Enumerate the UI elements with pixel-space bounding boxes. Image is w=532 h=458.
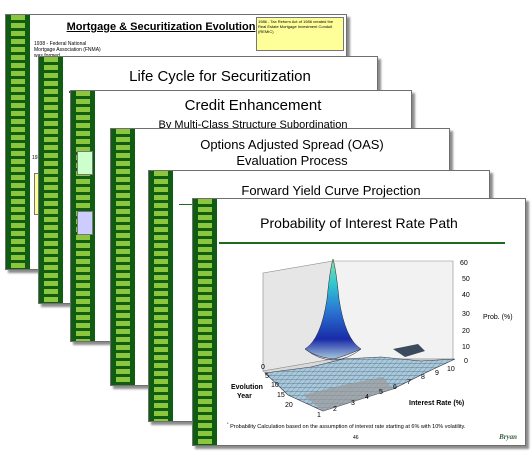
title-rule [219,242,505,244]
footnote-text: Probability Calculation based on the ass… [230,423,466,430]
slide-side-bar [39,57,63,303]
z-tick: 0 [464,358,468,365]
y-tick: 5 [265,373,269,380]
slide-side-bar [149,171,173,421]
x-tick: 3 [351,400,355,407]
z-axis-label: Prob. (%) [483,314,513,321]
x-tick: 6 [393,384,397,391]
y-axis-label-2: Year [237,393,252,400]
page-number: 46 [353,435,359,441]
slide-side-bar [193,199,217,445]
slide-title: Mortgage & Securitization Evolution [66,21,256,33]
y-axis-label-1: Evolution [231,384,263,391]
footnote: * Probability Calculation based on the a… [227,421,465,430]
slide-subtitle: Evaluation Process [236,153,348,168]
z-tick: 40 [462,292,470,299]
x-tick: 7 [407,379,411,386]
slide-title: Probability of Interest Rate Path [260,215,458,231]
diagram-box [77,151,93,175]
slide-probability[interactable]: Probability of Interest Rate Path [192,198,526,446]
probability-surface [264,258,456,412]
slide-title: Options Adjusted Spread (OAS) [200,137,384,152]
z-tick: 50 [462,276,470,283]
z-tick: 30 [462,311,470,318]
z-tick: 60 [460,260,468,267]
y-ticks: 0 5 10 15 20 [261,364,293,409]
slide-side-bar [6,15,30,269]
slide-title: Life Cycle for Securitization [129,68,311,85]
y-tick: 15 [277,392,285,399]
z-tick: 10 [462,344,470,351]
footnote-mark: * [227,421,229,426]
surface-chart: Prob. (%) Interest Rate (%) Evolution Ye… [231,258,513,419]
slide-side-bar [111,129,135,385]
x-tick: 9 [435,370,439,377]
x-tick: 5 [379,389,383,396]
y-tick: 0 [261,364,265,371]
x-tick: 4 [365,394,369,401]
x-tick: 2 [333,406,337,413]
diagram-box [77,211,93,235]
x-tick: 10 [447,366,455,373]
timeline-year: 1930 [32,155,43,161]
x-tick: 1 [317,412,321,419]
x-axis-label: Interest Rate (%) [409,400,464,407]
z-tick: 20 [462,328,470,335]
timeline-note-right: 1986 - Tax Reform Act of 1986 created th… [256,17,344,51]
y-tick: 20 [285,402,293,409]
y-tick: 10 [271,382,279,389]
x-ticks: 1 2 3 4 5 6 7 8 9 10 [317,366,455,419]
company-logo: Bryan [499,433,517,441]
slide-title: Forward Yield Curve Projection [241,183,421,198]
z-ticks: 60 50 40 30 20 10 0 [460,260,470,365]
slide-title: Credit Enhancement [184,97,322,114]
x-tick: 8 [421,374,425,381]
